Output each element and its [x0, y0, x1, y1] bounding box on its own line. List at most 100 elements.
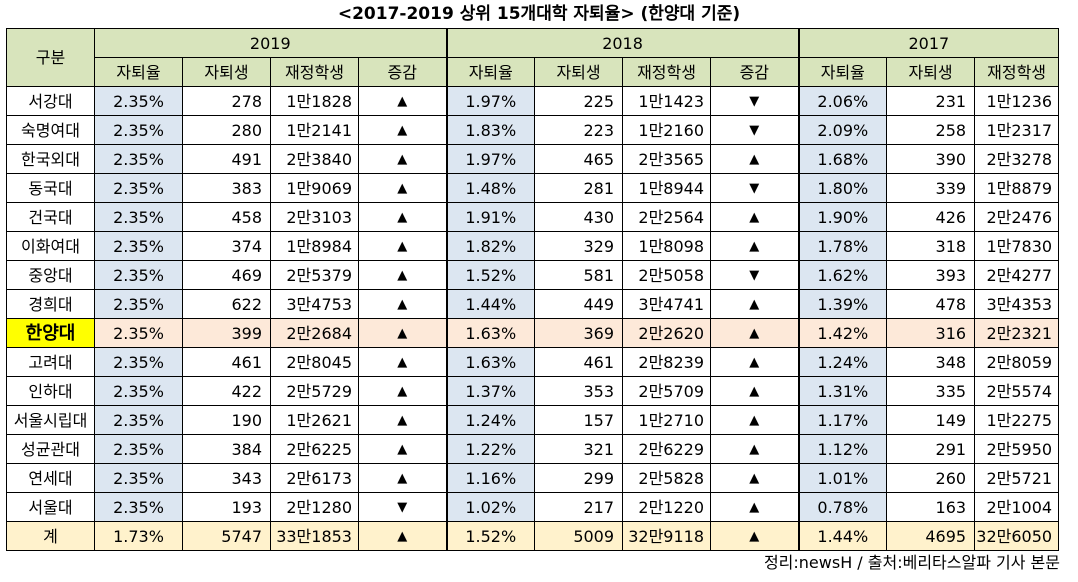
dropout-rate-2017: 1.78%: [797, 231, 888, 261]
dropout-rate-2019: 2.35%: [94, 231, 183, 261]
enrolled-2017: 3만4353: [974, 289, 1060, 319]
triangle-up-icon: ▲: [357, 521, 448, 551]
university-name: 이화여대: [6, 231, 95, 261]
table-row: 경희대 2.35% 622 3만4753 ▲ 1.44% 449 3만4741 ▲ 1.39% 47…: [6, 289, 1060, 319]
table-row: 건국대 2.35% 458 2만3103 ▲ 1.91% 430 2만2564 ▲ 1.90% 42…: [6, 202, 1060, 232]
table-row: 서강대 2.35% 278 1만1828 ▲ 1.97% 225 1만1423 ▼ 2.06% 23…: [6, 86, 1060, 116]
dropouts-2017: 231: [886, 86, 976, 116]
dropout-rate-2019: 2.35%: [94, 115, 183, 145]
dropout-rate-table: 구분 2019 2018 2017 자퇴율 자퇴생 재정학생 증감 자퇴율 자퇴…: [6, 28, 1060, 551]
dropouts-2019: 622: [182, 289, 271, 319]
table-row: 서울대 2.35% 193 2만1280 ▼ 1.02% 217 2만1220 ▲ 0.78% 16…: [6, 492, 1060, 522]
enrolled-2018: 2만5709: [622, 376, 712, 406]
dropouts-2018: 581: [534, 260, 624, 290]
dropouts-2017: 318: [886, 231, 976, 261]
table-row: 이화여대 2.35% 374 1만8984 ▲ 1.82% 329 1만8098 ▲ 1.78% 3…: [6, 231, 1060, 261]
dropouts-2018: 321: [534, 434, 624, 464]
dropouts-2018: 217: [534, 492, 624, 522]
dropout-rate-2017: 2.09%: [797, 115, 888, 145]
enrolled-2019: 2만6173: [270, 463, 359, 493]
column-header-change: 증감: [357, 57, 448, 87]
enrolled-2017: 2만1004: [974, 492, 1060, 522]
university-name: 서강대: [6, 86, 95, 116]
enrolled-2018: 2만2620: [622, 318, 712, 348]
enrolled-2017: 32만6050: [974, 521, 1060, 551]
dropouts-2019: 422: [182, 376, 271, 406]
university-name: 숙명여대: [6, 115, 95, 145]
column-header-enrolled: 재정학생: [622, 57, 712, 87]
dropouts-2018: 329: [534, 231, 624, 261]
dropout-rate-2017: 1.24%: [797, 347, 888, 377]
dropouts-2019: 399: [182, 318, 271, 348]
triangle-up-icon: ▲: [357, 376, 448, 406]
triangle-up-icon: ▲: [710, 463, 800, 493]
source-note: 정리:newsH / 출처:베리타스알파 기사 본문: [763, 553, 1060, 572]
enrolled-2019: 1만1828: [270, 86, 359, 116]
university-name: 중앙대: [6, 260, 95, 290]
triangle-up-icon: ▲: [357, 173, 448, 203]
dropout-rate-2019: 1.73%: [94, 521, 183, 551]
dropout-rate-2019: 2.35%: [94, 318, 183, 348]
dropout-rate-2019: 2.35%: [94, 289, 183, 319]
university-name: 한양대: [6, 318, 95, 348]
enrolled-2018: 2만3565: [622, 144, 712, 174]
enrolled-2018: 1만8098: [622, 231, 712, 261]
triangle-up-icon: ▲: [710, 347, 800, 377]
triangle-up-icon: ▲: [710, 144, 800, 174]
table-row: 숙명여대 2.35% 280 1만2141 ▲ 1.83% 223 1만2160 ▼ 2.09% 2…: [6, 115, 1060, 145]
dropout-rate-2019: 2.35%: [94, 260, 183, 290]
triangle-up-icon: ▲: [710, 521, 800, 551]
triangle-up-icon: ▲: [710, 289, 800, 319]
enrolled-2019: 2만1280: [270, 492, 359, 522]
dropout-rate-2018: 1.97%: [445, 144, 536, 174]
dropouts-2019: 5747: [182, 521, 271, 551]
dropouts-2017: 390: [886, 144, 976, 174]
enrolled-2017: 2만5950: [974, 434, 1060, 464]
dropout-rate-2017: 1.12%: [797, 434, 888, 464]
dropouts-2019: 190: [182, 405, 271, 435]
dropout-rate-2018: 1.97%: [445, 86, 536, 116]
enrolled-2019: 1만8984: [270, 231, 359, 261]
dropout-rate-2017: 0.78%: [797, 492, 888, 522]
university-name: 성균관대: [6, 434, 95, 464]
enrolled-2017: 2만3278: [974, 144, 1060, 174]
dropout-rate-2019: 2.35%: [94, 144, 183, 174]
column-header-dropouts: 자퇴생: [534, 57, 624, 87]
dropouts-2018: 157: [534, 405, 624, 435]
dropout-rate-2019: 2.35%: [94, 86, 183, 116]
dropout-rate-2017: 1.68%: [797, 144, 888, 174]
dropouts-2018: 281: [534, 173, 624, 203]
dropouts-2017: 339: [886, 173, 976, 203]
dropout-rate-2017: 1.01%: [797, 463, 888, 493]
table-row: 성균관대 2.35% 384 2만6225 ▲ 1.22% 321 2만6229 ▲ 1.12% 2…: [6, 434, 1060, 464]
dropouts-2017: 291: [886, 434, 976, 464]
dropouts-2018: 299: [534, 463, 624, 493]
enrolled-2019: 2만2684: [270, 318, 359, 348]
university-name: 경희대: [6, 289, 95, 319]
enrolled-2018: 2만5828: [622, 463, 712, 493]
university-name: 동국대: [6, 173, 95, 203]
table-body: 서강대 2.35% 278 1만1828 ▲ 1.97% 225 1만1423 ▼ 2.06% 23…: [6, 86, 1060, 551]
dropouts-2018: 5009: [534, 521, 624, 551]
dropouts-2017: 335: [886, 376, 976, 406]
dropouts-2018: 449: [534, 289, 624, 319]
dropouts-2017: 260: [886, 463, 976, 493]
triangle-up-icon: ▲: [357, 260, 448, 290]
column-header-dropouts: 자퇴생: [182, 57, 271, 87]
triangle-up-icon: ▲: [357, 318, 448, 348]
dropouts-2019: 343: [182, 463, 271, 493]
table-row: 서울시립대 2.35% 190 1만2621 ▲ 1.24% 157 1만2710 ▲ 1.17%…: [6, 405, 1060, 435]
enrolled-2017: 2만2321: [974, 318, 1060, 348]
dropouts-2019: 384: [182, 434, 271, 464]
dropout-rate-2019: 2.35%: [94, 492, 183, 522]
year-header-2017: 2017: [797, 28, 1060, 58]
column-header-dropouts: 자퇴생: [886, 57, 976, 87]
enrolled-2017: 2만4277: [974, 260, 1060, 290]
dropouts-2019: 278: [182, 86, 271, 116]
triangle-up-icon: ▲: [357, 347, 448, 377]
dropout-rate-2018: 1.82%: [445, 231, 536, 261]
enrolled-2017: 2만5574: [974, 376, 1060, 406]
enrolled-2017: 2만2476: [974, 202, 1060, 232]
corner-label: 구분: [6, 28, 95, 87]
enrolled-2019: 1만2621: [270, 405, 359, 435]
